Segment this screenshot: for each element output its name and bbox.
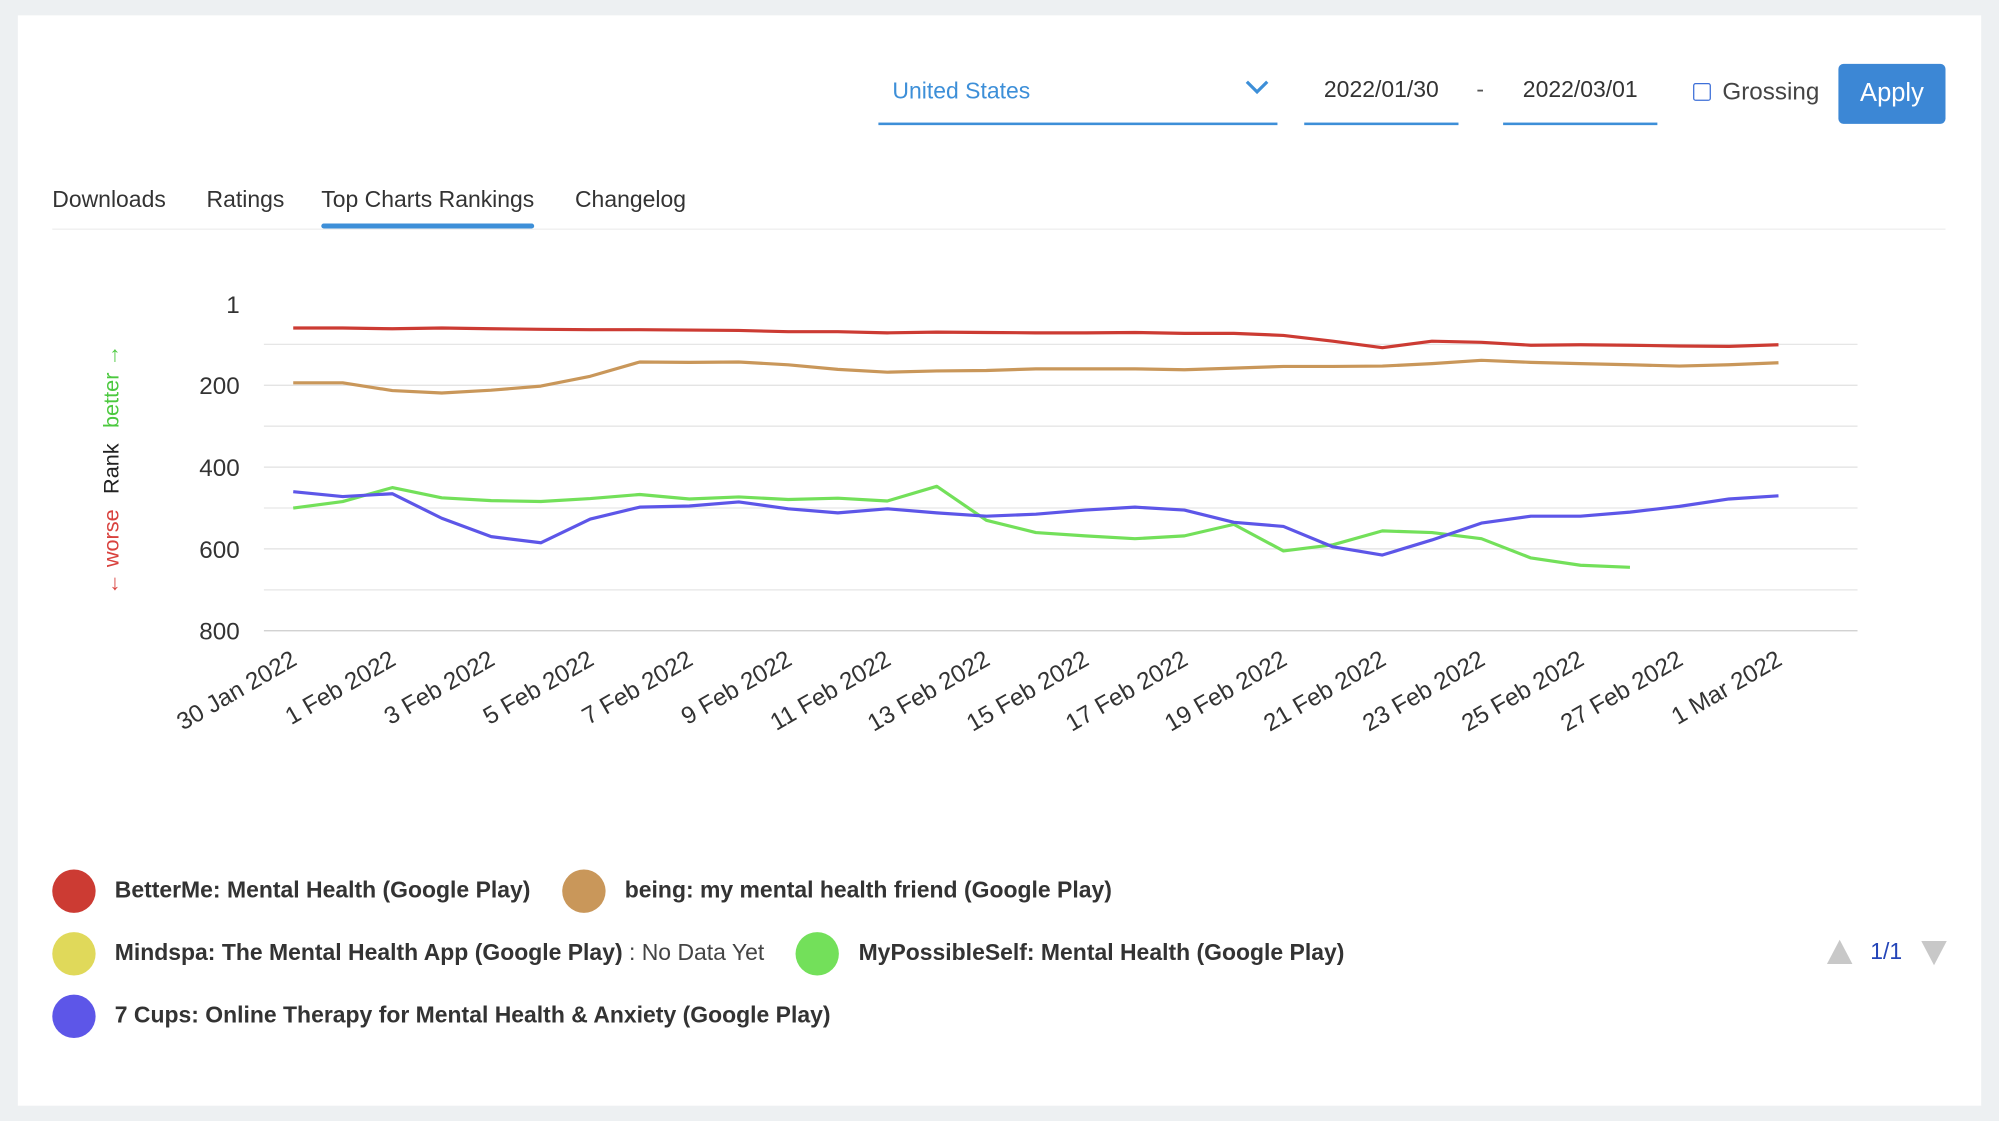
y-axis-label: ← worse Rank better → [99, 345, 124, 595]
legend-label: MyPossibleSelf: Mental Health (Google Pl… [858, 939, 1345, 966]
start-date-value: 2022/01/30 [1323, 76, 1439, 103]
apply-button[interactable]: Apply [1838, 63, 1946, 124]
series-line [293, 358, 1779, 395]
legend-swatch [52, 993, 96, 1038]
start-date[interactable]: 2022/01/30 [1304, 64, 1459, 126]
active-tab-indicator [321, 223, 535, 229]
chevron [1245, 80, 1269, 95]
legend-item[interactable]: being: my mental health friend (Google P… [562, 859, 1112, 922]
legend-item[interactable]: BetterMe: Mental Health (Google Play) [52, 859, 530, 922]
country-value: United States [892, 77, 1031, 104]
legend-swatch [52, 931, 96, 975]
series-line [293, 326, 1779, 350]
end-date-value: 2022/03/01 [1522, 76, 1638, 103]
pagination: 1/1 [1870, 938, 1903, 964]
tab[interactable]: Changelog [574, 186, 686, 212]
tab[interactable]: Ratings [206, 186, 285, 212]
legend-label: BetterMe: Mental Health (Google Play) [114, 877, 531, 903]
tab[interactable]: Downloads [52, 186, 166, 212]
legend-item[interactable]: MyPossibleSelf: Mental Health (Google Pl… [796, 922, 1344, 985]
y-axis-label-part: ← worse [99, 509, 124, 595]
legend-swatch [52, 868, 96, 913]
legend-status: : No Data Yet [628, 939, 765, 966]
end-date[interactable]: 2022/03/01 [1503, 64, 1658, 126]
page-up[interactable] [1826, 937, 1854, 965]
legend-label: Mindspa: The Mental Health App (Google P… [114, 939, 623, 966]
y-tick-label: 600 [199, 537, 239, 564]
tab[interactable]: Top Charts Rankings [321, 186, 535, 212]
series-line [293, 484, 1631, 569]
page-down[interactable] [1920, 940, 1948, 968]
legend: BetterMe: Mental Health (Google Play) bei… [52, 859, 1403, 1047]
series-line [293, 490, 1779, 557]
x-tick-label: 30 Jan 2022 [172, 646, 301, 736]
legend-item[interactable]: 7 Cups: Online Therapy for Mental Health… [52, 984, 830, 1047]
legend-swatch [796, 931, 840, 975]
x-tick-label: 1 Mar 2022 [1667, 646, 1787, 731]
legend-swatch [562, 868, 606, 913]
x-tick-label: 3 Feb 2022 [380, 646, 500, 731]
panel [17, 15, 1982, 1106]
legend-item[interactable]: Mindspa: The Mental Health App (Google P… [52, 922, 764, 985]
date-separator: - [1476, 76, 1484, 103]
x-tick-label: 7 Feb 2022 [578, 646, 698, 731]
y-tick-label: 1 [226, 292, 239, 319]
y-tick-label: 400 [199, 455, 239, 482]
y-tick-label: 800 [199, 619, 239, 646]
legend-label: 7 Cups: Online Therapy for Mental Health… [114, 1002, 831, 1028]
grossing-checkbox[interactable] [1693, 82, 1711, 101]
y-tick-label: 200 [199, 373, 239, 400]
grossing-label: Grossing [1722, 79, 1820, 106]
x-tick-label: 5 Feb 2022 [479, 646, 599, 731]
y-axis-label-part: Rank [99, 443, 124, 494]
tab-divider [52, 228, 1946, 230]
country-dropdown[interactable]: United States [878, 64, 1278, 126]
y-axis-label-part: better → [99, 345, 124, 428]
x-tick-label: 1 Feb 2022 [281, 646, 401, 731]
legend-label: being: my mental health friend (Google P… [624, 877, 1112, 903]
